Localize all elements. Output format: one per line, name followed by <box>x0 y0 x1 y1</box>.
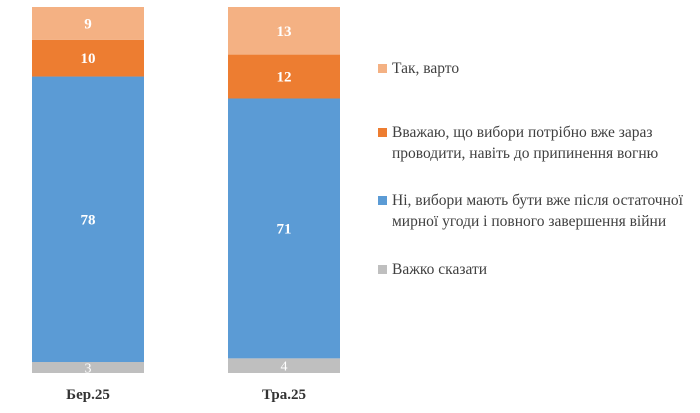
data-label-yes-1: 9 <box>84 16 92 32</box>
data-label-after-war-1: 78 <box>81 212 96 228</box>
legend-item-yes: Так, варто <box>378 58 692 79</box>
category-label-2: Тра.25 <box>262 387 306 403</box>
data-label-now-1: 10 <box>81 51 96 67</box>
legend-swatch-after-war <box>378 196 387 205</box>
category-label-1: Бер.25 <box>66 387 110 403</box>
legend-label-now: Вважаю, що вибори потрібно вже зараз про… <box>392 124 659 162</box>
bar-hard-to-say-2 <box>228 358 340 373</box>
bar-hard-to-say-1 <box>32 362 144 373</box>
bar-now-1 <box>32 39 144 77</box>
bar-yes-2 <box>228 7 340 55</box>
data-label-hard-to-say-1: 3 <box>85 362 92 377</box>
legend-label-hard-to-say: Важко сказати <box>392 261 488 278</box>
legend-swatch-hard-to-say <box>378 265 387 274</box>
data-label-now-2: 12 <box>277 70 292 86</box>
legend-item-now: Вважаю, що вибори потрібно вже зараз про… <box>378 122 692 164</box>
legend-swatch-yes <box>378 64 387 73</box>
bar-now-2 <box>228 54 340 99</box>
data-label-hard-to-say-2: 4 <box>281 360 288 375</box>
legend-label-yes: Так, варто <box>392 60 460 77</box>
bar-after-war-2 <box>228 98 340 359</box>
legend-label-after-war: Ні, вибори мають бути вже після остаточн… <box>392 192 683 230</box>
data-label-after-war-2: 71 <box>277 221 292 237</box>
bar-yes-1 <box>32 7 144 40</box>
legend-item-after-war: Ні, вибори мають бути вже після остаточн… <box>378 190 692 232</box>
legend-swatch-now <box>378 128 387 137</box>
bar-after-war-1 <box>32 76 144 363</box>
data-label-yes-2: 13 <box>277 24 292 40</box>
legend-item-hard-to-say: Важко сказати <box>378 259 692 280</box>
